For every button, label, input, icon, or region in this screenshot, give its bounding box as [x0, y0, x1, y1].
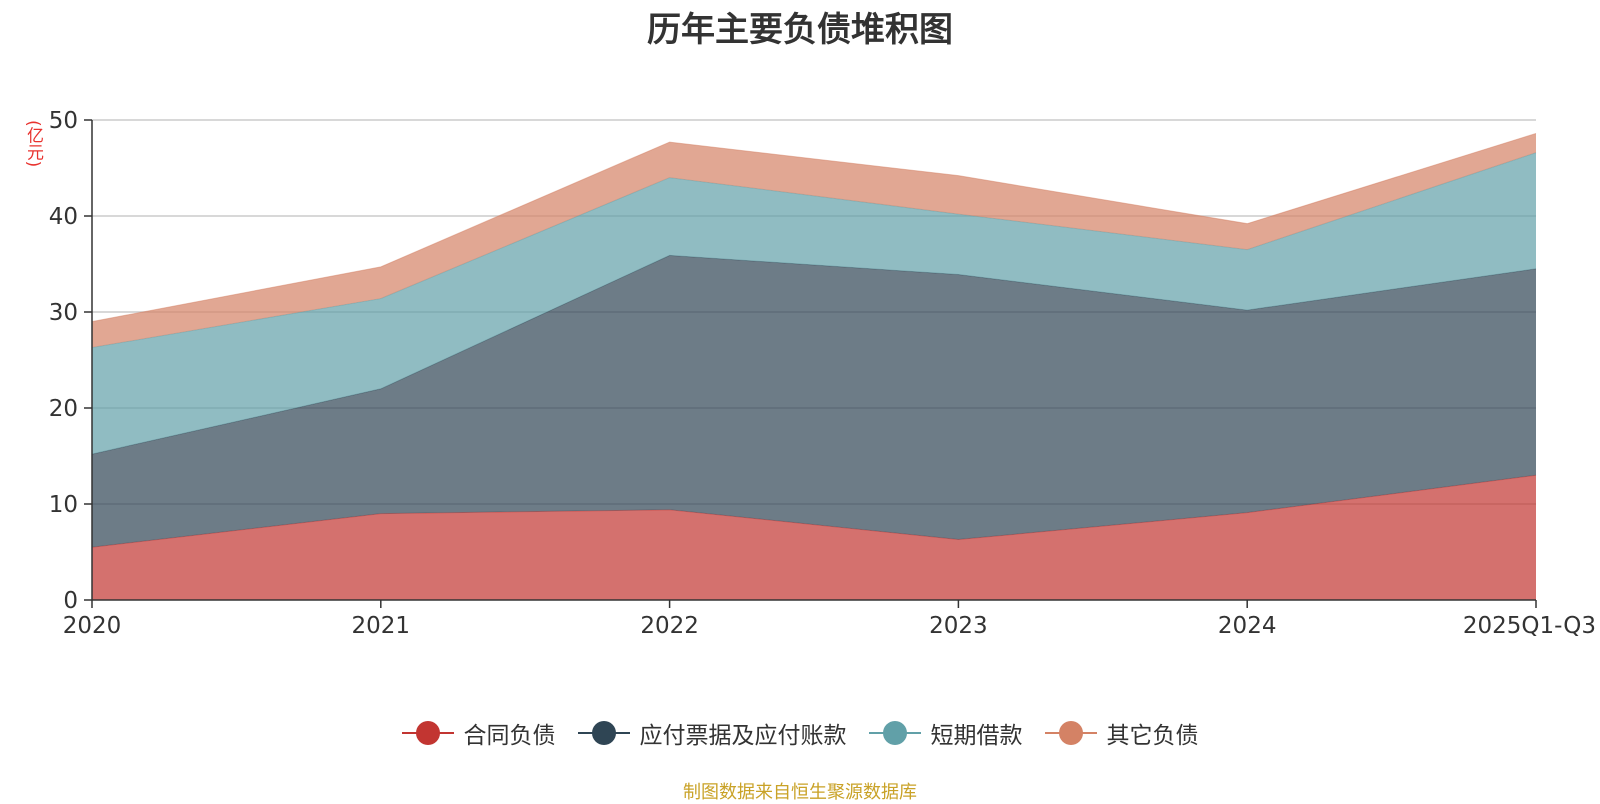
legend-dot — [416, 721, 440, 745]
x-tick-label-0: 2020 — [63, 613, 122, 639]
legend-item-3[interactable]: 其它负债 — [1045, 716, 1199, 750]
legend-dot — [883, 721, 907, 745]
legend-item-1[interactable]: 应付票据及应付账款 — [578, 716, 847, 750]
legend: 合同负债 应付票据及应付账款 短期借款 其它负债 — [0, 716, 1600, 750]
legend-dot — [592, 721, 616, 745]
y-tick-label-0: 0 — [63, 588, 78, 614]
legend-item-0[interactable]: 合同负债 — [402, 716, 556, 750]
legend-dot — [1059, 721, 1083, 745]
x-tick-label-4: 2024 — [1218, 613, 1277, 639]
legend-marker-icon — [402, 721, 454, 745]
legend-marker-icon — [1045, 721, 1097, 745]
legend-marker-icon — [578, 721, 630, 745]
x-tick-label-5: 2025Q1-Q3 — [1463, 613, 1596, 639]
legend-label: 其它负债 — [1107, 716, 1199, 750]
legend-label: 合同负债 — [464, 716, 556, 750]
legend-marker-icon — [869, 721, 921, 745]
y-tick-label-1: 10 — [49, 492, 78, 518]
legend-item-2[interactable]: 短期借款 — [869, 716, 1023, 750]
legend-label: 短期借款 — [931, 716, 1023, 750]
y-tick-label-3: 30 — [49, 300, 78, 326]
area-series — [92, 133, 1536, 600]
y-tick-label-2: 20 — [49, 396, 78, 422]
y-tick-label-5: 50 — [49, 108, 78, 134]
legend-label: 应付票据及应付账款 — [640, 716, 847, 750]
source-note: 制图数据来自恒生聚源数据库 — [0, 778, 1600, 804]
x-tick-label-2: 2022 — [640, 613, 699, 639]
x-tick-label-1: 2021 — [352, 613, 411, 639]
y-tick-label-4: 40 — [49, 204, 78, 230]
x-tick-label-3: 2023 — [929, 613, 988, 639]
